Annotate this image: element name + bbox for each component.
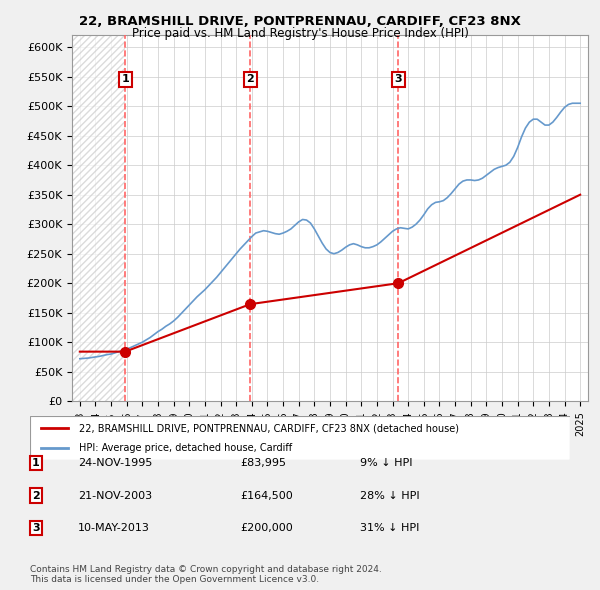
Text: Price paid vs. HM Land Registry's House Price Index (HPI): Price paid vs. HM Land Registry's House … <box>131 27 469 40</box>
Text: £83,995: £83,995 <box>240 458 286 468</box>
Text: 31% ↓ HPI: 31% ↓ HPI <box>360 523 419 533</box>
Text: 3: 3 <box>395 74 402 84</box>
Text: £164,500: £164,500 <box>240 491 293 500</box>
Text: £200,000: £200,000 <box>240 523 293 533</box>
Text: 9% ↓ HPI: 9% ↓ HPI <box>360 458 413 468</box>
Text: Contains HM Land Registry data © Crown copyright and database right 2024.
This d: Contains HM Land Registry data © Crown c… <box>30 565 382 584</box>
Text: 3: 3 <box>32 523 40 533</box>
Text: 21-NOV-2003: 21-NOV-2003 <box>78 491 152 500</box>
FancyBboxPatch shape <box>30 416 570 460</box>
Text: 1: 1 <box>121 74 129 84</box>
Text: 22, BRAMSHILL DRIVE, PONTPRENNAU, CARDIFF, CF23 8NX: 22, BRAMSHILL DRIVE, PONTPRENNAU, CARDIF… <box>79 15 521 28</box>
Text: 10-MAY-2013: 10-MAY-2013 <box>78 523 150 533</box>
Text: 28% ↓ HPI: 28% ↓ HPI <box>360 491 419 500</box>
Text: 22, BRAMSHILL DRIVE, PONTPRENNAU, CARDIFF, CF23 8NX (detached house): 22, BRAMSHILL DRIVE, PONTPRENNAU, CARDIF… <box>79 424 458 433</box>
Text: 2: 2 <box>247 74 254 84</box>
Text: HPI: Average price, detached house, Cardiff: HPI: Average price, detached house, Card… <box>79 443 292 453</box>
Text: 1: 1 <box>32 458 40 468</box>
Text: 2: 2 <box>32 491 40 500</box>
Text: 24-NOV-1995: 24-NOV-1995 <box>78 458 152 468</box>
